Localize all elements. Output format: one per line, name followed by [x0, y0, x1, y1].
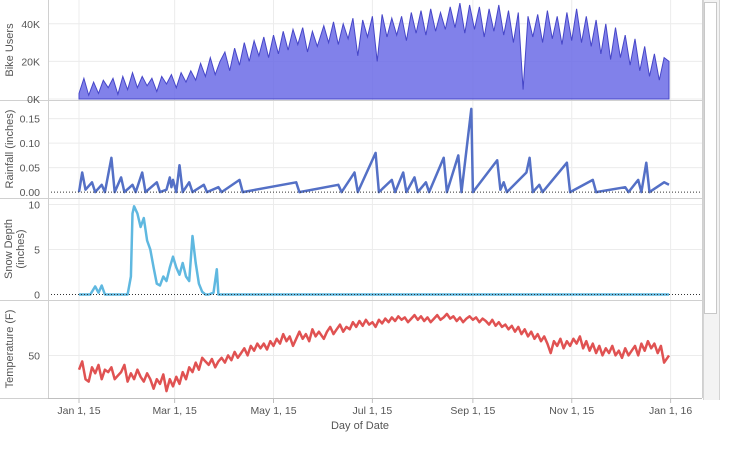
- y-tick-label: 20K: [21, 56, 40, 68]
- y-tick-label: 0.10: [20, 138, 41, 150]
- y-axis-title: Rainfall (inches): [4, 110, 16, 189]
- series-line-snow: [79, 205, 669, 296]
- x-tick-label: Nov 1, 15: [549, 405, 594, 417]
- y-tick-label: 10: [28, 200, 40, 212]
- y-tick-label: 0.05: [20, 163, 41, 175]
- x-tick-label: Sep 1, 15: [450, 405, 495, 417]
- x-tick-label: Jan 1, 15: [57, 405, 100, 417]
- y-axis-title: Temperature (F): [4, 310, 16, 389]
- x-tick-label: Jul 1, 15: [353, 405, 393, 417]
- y-axis-title-line2: (inches): [15, 229, 27, 268]
- series-line-rain: [77, 107, 670, 194]
- labels-layer: Day of Date 0K 20K 40K Bike Users 0.00 0.05 0.…: [3, 19, 692, 432]
- scrollbar-thumb[interactable]: [704, 2, 717, 314]
- x-tick-label: May 1, 15: [250, 405, 296, 417]
- x-axis-title: Day of Date: [331, 420, 389, 432]
- y-tick-label: 5: [34, 245, 40, 257]
- y-tick-label: 40K: [21, 19, 40, 31]
- y-tick-label: 0.15: [20, 114, 41, 126]
- series-line-temp: [77, 312, 671, 393]
- y-axis-title: Snow Depth: [3, 219, 15, 279]
- x-tick-label: Jan 1, 16: [649, 405, 692, 417]
- axes-layer: [0, 0, 703, 403]
- y-tick-label: 50: [28, 350, 40, 362]
- x-tick-label: Mar 1, 15: [152, 405, 197, 417]
- y-tick-label: 0: [34, 290, 40, 302]
- y-axis-title: Bike Users: [4, 23, 16, 77]
- series-area-bike: [78, 3, 670, 100]
- y-tick-label: 0K: [27, 94, 40, 106]
- marks-layer: [77, 3, 671, 393]
- y-tick-label: 0.00: [20, 187, 41, 199]
